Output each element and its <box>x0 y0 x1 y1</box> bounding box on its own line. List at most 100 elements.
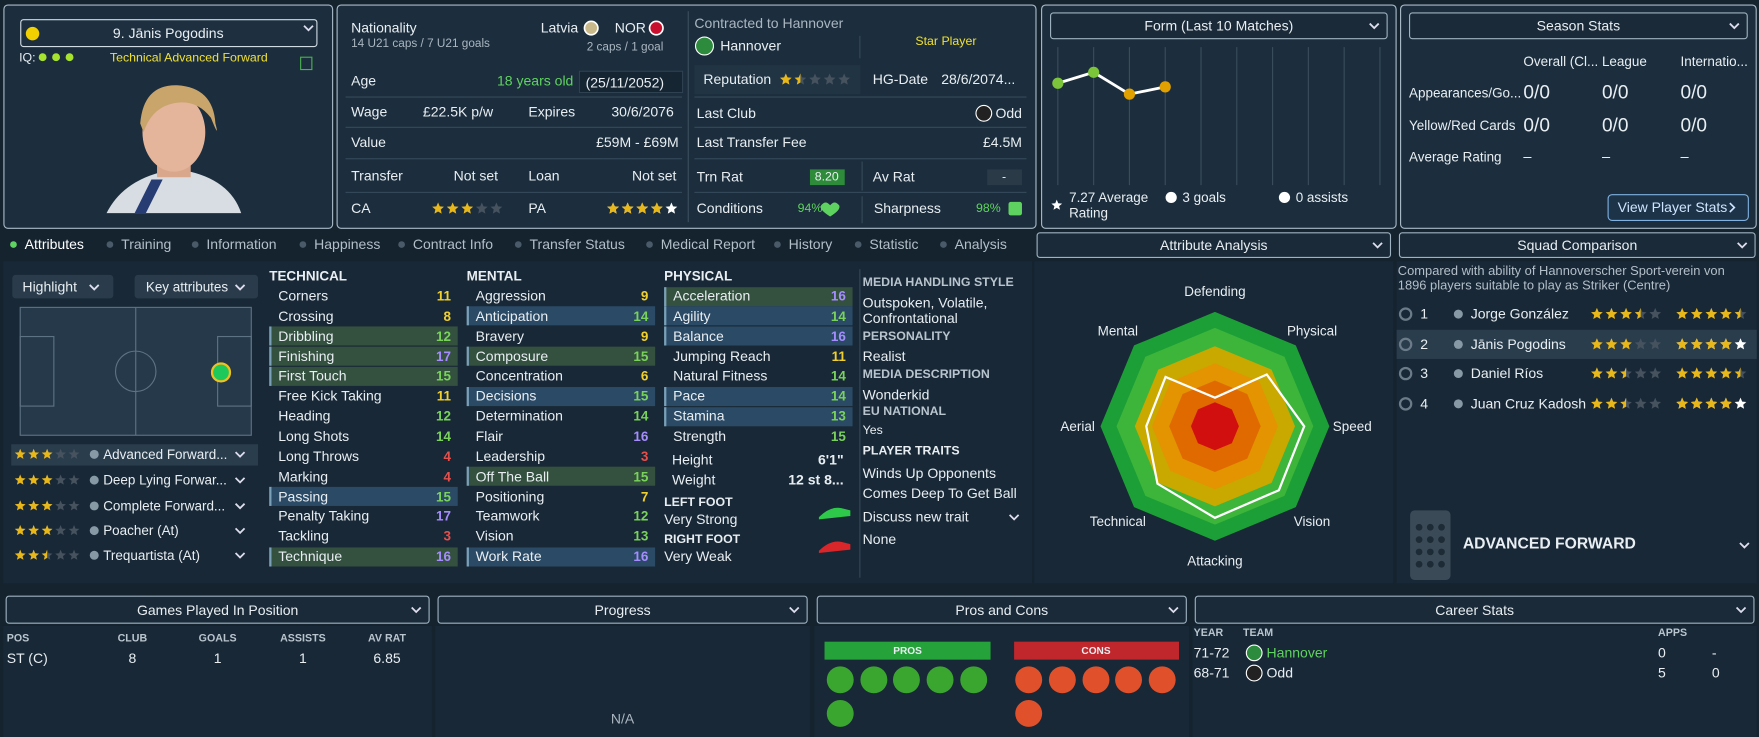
panel-title-box[interactable] <box>437 595 808 624</box>
button-label[interactable]: View Player Stats <box>1617 199 1728 216</box>
tab-dot <box>646 241 653 248</box>
view-stats-button[interactable] <box>1607 194 1749 221</box>
button-label[interactable]: Key attributes <box>145 279 229 296</box>
stat-value: – <box>1523 148 1532 165</box>
attribute-name: Composure <box>475 348 549 365</box>
tab[interactable]: Transfer Status <box>529 236 625 253</box>
info-panel <box>336 4 1037 229</box>
tab[interactable]: Attributes <box>24 236 84 253</box>
panel-title: Attribute Analysis <box>1160 237 1268 253</box>
name-dropdown[interactable] <box>20 19 318 48</box>
attribute-value: 15 <box>435 488 451 505</box>
weight: 12 st 8... <box>788 472 844 488</box>
column-title: MENTAL <box>466 268 522 284</box>
tab[interactable]: Statistic <box>869 236 919 253</box>
highlight-row <box>664 386 853 406</box>
media-handling: Outspoken, Volatile, Confrontational <box>862 295 988 327</box>
row-selected <box>1396 329 1757 359</box>
tab[interactable]: Medical Report <box>660 236 756 253</box>
player-trait: Winds Up Opponents <box>862 465 996 482</box>
season-stats-title[interactable] <box>1408 12 1748 40</box>
attribute-name: Bravery <box>475 328 524 345</box>
label: CA <box>351 200 371 217</box>
bottom-panel <box>1192 625 1757 737</box>
squad-title[interactable] <box>1398 232 1756 259</box>
highlight-row <box>269 546 458 567</box>
tab[interactable]: Analysis <box>954 236 1007 253</box>
nationality: Latvia <box>540 20 579 36</box>
label: Value <box>351 134 386 151</box>
expires: 30/6/2076 <box>611 104 674 121</box>
attribute-value: 15 <box>830 428 846 445</box>
column-header: GOALS <box>198 632 237 646</box>
highlight-row <box>466 466 656 486</box>
discuss-trait[interactable]: Discuss new trait <box>862 509 969 526</box>
panel-title: Games Played In Position <box>136 601 299 618</box>
attribute-value: 12 <box>435 328 451 345</box>
tab-dot <box>398 241 405 248</box>
label: Height <box>671 452 713 468</box>
attribute-value: 4 <box>443 448 451 465</box>
tab-dot <box>774 241 781 248</box>
button-label[interactable]: Highlight <box>22 279 78 296</box>
attribute-value: 16 <box>633 548 649 565</box>
highlight-row <box>269 366 458 386</box>
label: Reputation <box>703 71 772 88</box>
tab[interactable]: Contract Info <box>412 236 494 253</box>
squad-status: Star Player <box>915 34 977 49</box>
tab[interactable]: Training <box>121 236 172 253</box>
form-title[interactable] <box>1050 12 1388 40</box>
highlight-row <box>664 406 853 426</box>
label: Transfer <box>351 168 403 184</box>
divider <box>859 269 861 578</box>
club: Hannover <box>720 38 782 54</box>
player-name: 9. Jānis Pogodins <box>112 25 224 42</box>
column-header: APPS <box>1658 627 1688 640</box>
label: Wage <box>351 104 388 121</box>
loan-status: Not set <box>632 168 677 184</box>
attribute-name: Marking <box>278 468 329 485</box>
tab-dot <box>940 241 947 248</box>
column-header: Internatio... <box>1680 53 1748 70</box>
attribute-value: 15 <box>435 368 451 385</box>
highlight-button[interactable] <box>12 274 114 299</box>
panel-title-box[interactable] <box>816 595 1187 624</box>
table-cell: 1 <box>298 650 307 667</box>
label: Weight <box>671 472 716 488</box>
height: 6'1" <box>818 452 844 468</box>
column-header: POS <box>6 632 30 646</box>
rank: 1 <box>1420 306 1429 322</box>
tab[interactable]: Information <box>206 236 277 253</box>
row-divider <box>345 158 683 160</box>
form-panel <box>1041 4 1397 229</box>
attribute-name: Tackling <box>278 528 329 545</box>
panel-title: Form (Last 10 Matches) <box>1144 17 1294 34</box>
attribute-value: 14 <box>633 408 649 425</box>
table-cell: 8 <box>128 650 137 667</box>
second-nationality: NOR <box>614 20 646 36</box>
label: Conditions <box>696 200 763 217</box>
attribute-name: Positioning <box>475 488 545 505</box>
tab[interactable]: Happiness <box>314 236 381 253</box>
key-attributes-button[interactable] <box>134 274 259 299</box>
last-club: Odd <box>995 105 1022 122</box>
panel-title-box[interactable] <box>5 595 430 624</box>
radar-axis-label: Technical <box>1089 513 1146 530</box>
attribute-analysis-title[interactable] <box>1036 232 1392 259</box>
rating-box <box>809 169 845 186</box>
stat-value: 0/0 <box>1601 81 1629 104</box>
cons-label: CONS <box>1081 645 1111 657</box>
attribute-name: First Touch <box>278 368 347 385</box>
tab[interactable]: History <box>788 236 833 253</box>
row-divider <box>694 96 1027 98</box>
section-label: EU NATIONAL <box>862 404 947 419</box>
attribute-value: 17 <box>435 508 451 525</box>
tab-dot <box>854 241 862 248</box>
panel-title-box[interactable] <box>1194 595 1755 624</box>
row-divider <box>345 96 683 98</box>
attribute-value: 13 <box>633 528 649 545</box>
form-assists: 0 assists <box>1295 189 1349 206</box>
label: Last Transfer Fee <box>696 134 807 151</box>
attribute-value: 14 <box>435 428 451 445</box>
caps: 2 caps / 1 goal <box>586 40 664 54</box>
